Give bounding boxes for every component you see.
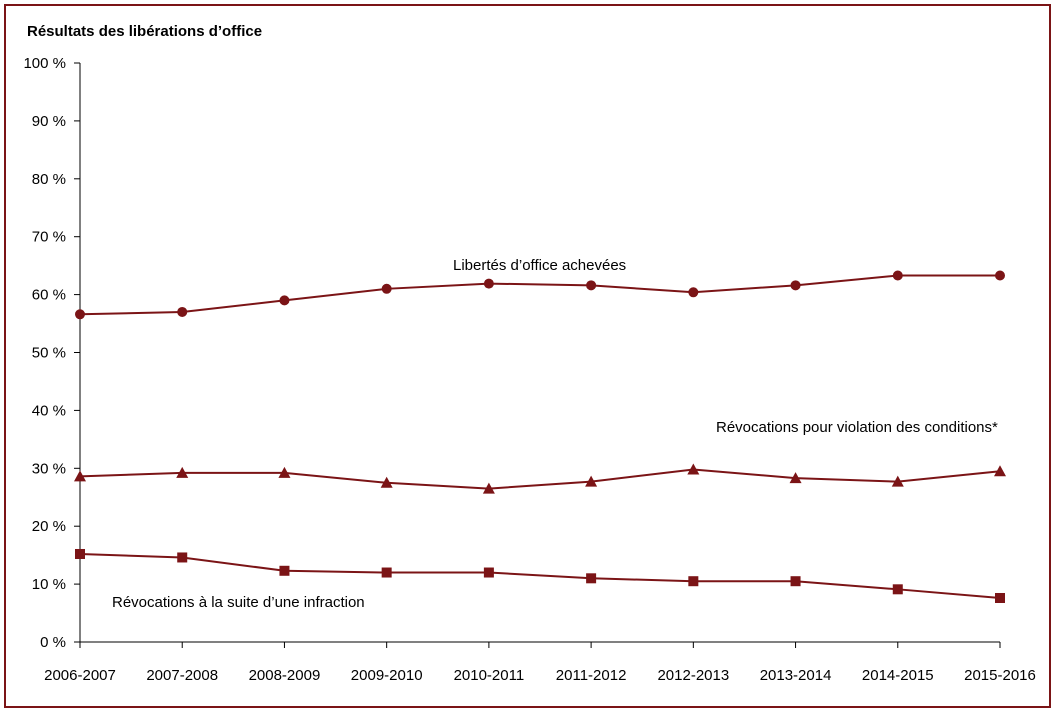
data-point-triangle: [789, 472, 802, 484]
chart-title: Résultats des libérations d’office: [27, 23, 262, 40]
data-point-circle: [177, 306, 188, 317]
data-point-square: [790, 576, 801, 587]
y-tick-label: 70 %: [32, 229, 66, 246]
y-tick-label: 90 %: [32, 113, 66, 130]
series-1: [74, 463, 1006, 494]
data-point-triangle: [482, 482, 495, 494]
data-point-square: [586, 573, 597, 584]
data-point-square: [892, 584, 903, 595]
y-tick-label: 50 %: [32, 345, 66, 362]
axes: 0 % 10 % 20 % 30 % 40 % 50 % 60 % 70 % 80 % 90 % 1…: [23, 55, 1035, 684]
data-point-triangle: [585, 475, 598, 487]
series-label-completed: Libertés d’office achevées: [453, 257, 626, 274]
data-point-triangle: [74, 470, 86, 482]
data-point-square: [279, 565, 290, 576]
data-point-square: [381, 567, 392, 578]
y-tick-label: 80 %: [32, 171, 66, 188]
data-point-triangle: [176, 466, 189, 478]
series-annotations: Libertés d’office achevées Révocations p…: [112, 257, 998, 611]
series-line: [79, 552, 1001, 599]
y-tick-label: 60 %: [32, 287, 66, 304]
data-point-triangle: [278, 466, 291, 478]
x-tick-label: 2011-2012: [556, 667, 627, 684]
data-point-triangle: [687, 463, 700, 475]
series-line: [79, 274, 1000, 316]
data-point-circle: [688, 287, 699, 298]
chart-frame: [4, 4, 1051, 708]
series-line: [79, 468, 1001, 490]
y-tick-label: 40 %: [32, 402, 66, 419]
x-tick-label: 2007-2008: [146, 667, 218, 684]
y-tick-label: 30 %: [32, 460, 66, 477]
data-point-square: [177, 552, 188, 563]
series-label-violation: Révocations pour violation des condition…: [716, 419, 998, 436]
data-point-circle: [892, 270, 903, 281]
data-point-circle: [75, 309, 85, 320]
data-point-circle: [586, 280, 597, 291]
data-point-square: [75, 548, 85, 559]
y-tick-label: 20 %: [32, 518, 66, 535]
y-tick-label: 10 %: [32, 576, 66, 593]
data-point-circle: [483, 278, 494, 289]
x-tick-label: 2014-2015: [862, 667, 934, 684]
data-point-square: [688, 576, 699, 587]
x-tick-label: 2008-2009: [249, 667, 321, 684]
data-point-circle: [381, 283, 392, 294]
series-layer: [74, 270, 1006, 603]
y-tick-label: 100 %: [23, 55, 66, 72]
series-2: [75, 548, 1005, 603]
data-point-circle: [790, 280, 801, 291]
data-point-circle: [995, 270, 1005, 281]
data-point-square: [995, 592, 1005, 603]
data-point-triangle: [380, 476, 393, 488]
data-point-triangle: [891, 475, 904, 487]
series-label-offence: Révocations à la suite d’une infraction: [112, 594, 365, 611]
series-0: [75, 270, 1005, 320]
x-tick-label: 2012-2013: [657, 667, 729, 684]
y-tick-label: 0 %: [40, 634, 66, 651]
data-point-square: [483, 567, 494, 578]
data-point-triangle: [994, 465, 1006, 477]
data-point-circle: [279, 295, 290, 306]
x-tick-label: 2009-2010: [351, 667, 423, 684]
x-tick-label: 2006-2007: [44, 667, 116, 684]
x-tick-label: 2015-2016: [964, 667, 1036, 684]
x-tick-label: 2013-2014: [760, 667, 832, 684]
x-tick-label: 2010-2011: [454, 667, 525, 684]
